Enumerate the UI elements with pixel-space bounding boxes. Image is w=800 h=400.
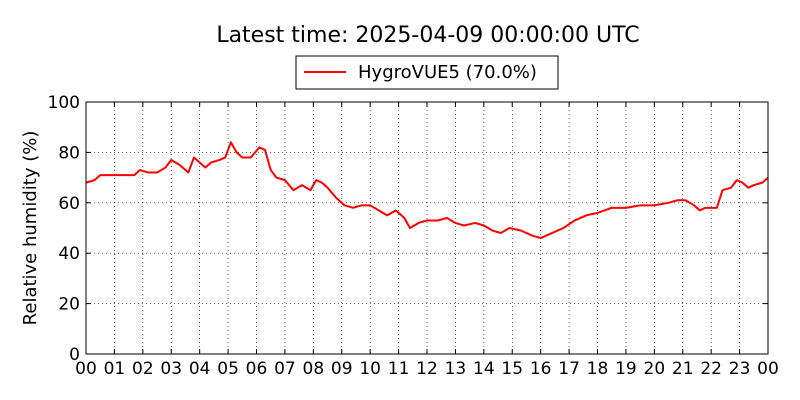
y-tick-label: 80: [58, 143, 80, 163]
legend-label: HygroVUE5 (70.0%): [358, 62, 537, 83]
y-tick-label: 60: [58, 194, 80, 214]
y-tick-label: 0: [69, 345, 80, 365]
x-tick-label: 00: [75, 359, 97, 379]
ticks: [85, 101, 769, 355]
x-tick-label: 16: [530, 359, 552, 379]
x-tick-label: 02: [132, 359, 154, 379]
plot-frame: [85, 101, 769, 355]
x-tick-label: 20: [644, 359, 666, 379]
legend: HygroVUE5 (70.0%): [295, 55, 559, 90]
y-tick-label: 40: [58, 244, 80, 264]
x-tick-label: 04: [189, 359, 211, 379]
tick-labels: 00 01 02 03 04 05 06 07 08 09 10 11 12 13 14 15 16 17 18 19…: [48, 93, 779, 379]
x-tick-label: 22: [700, 359, 722, 379]
y-tick-label: 20: [58, 295, 80, 315]
x-tick-label: 15: [501, 359, 523, 379]
x-tick-label: 09: [331, 359, 353, 379]
y-tick-label: 100: [48, 93, 80, 113]
y-axis-label: Relative humidity (%): [20, 131, 41, 326]
x-tick-label: 23: [729, 359, 751, 379]
grid: [85, 101, 769, 355]
x-tick-label: 11: [388, 359, 410, 379]
x-tick-label: 01: [104, 359, 126, 379]
x-tick-label: 07: [274, 359, 296, 379]
x-tick-label: 18: [587, 359, 609, 379]
x-tick-label: 14: [473, 359, 495, 379]
x-tick-label: 12: [416, 359, 438, 379]
x-tick-label: 21: [672, 359, 694, 379]
x-tick-label: 00: [757, 359, 779, 379]
x-tick-label: 06: [246, 359, 268, 379]
x-tick-label: 05: [217, 359, 239, 379]
x-tick-label: 13: [445, 359, 467, 379]
chart-title: Latest time: 2025-04-09 00:00:00 UTC: [216, 23, 639, 48]
x-tick-label: 10: [359, 359, 381, 379]
series-line-hygrovue5: [85, 141, 769, 240]
x-tick-label: 03: [160, 359, 182, 379]
x-tick-label: 19: [615, 359, 637, 379]
x-tick-label: 08: [303, 359, 325, 379]
x-tick-label: 17: [558, 359, 580, 379]
